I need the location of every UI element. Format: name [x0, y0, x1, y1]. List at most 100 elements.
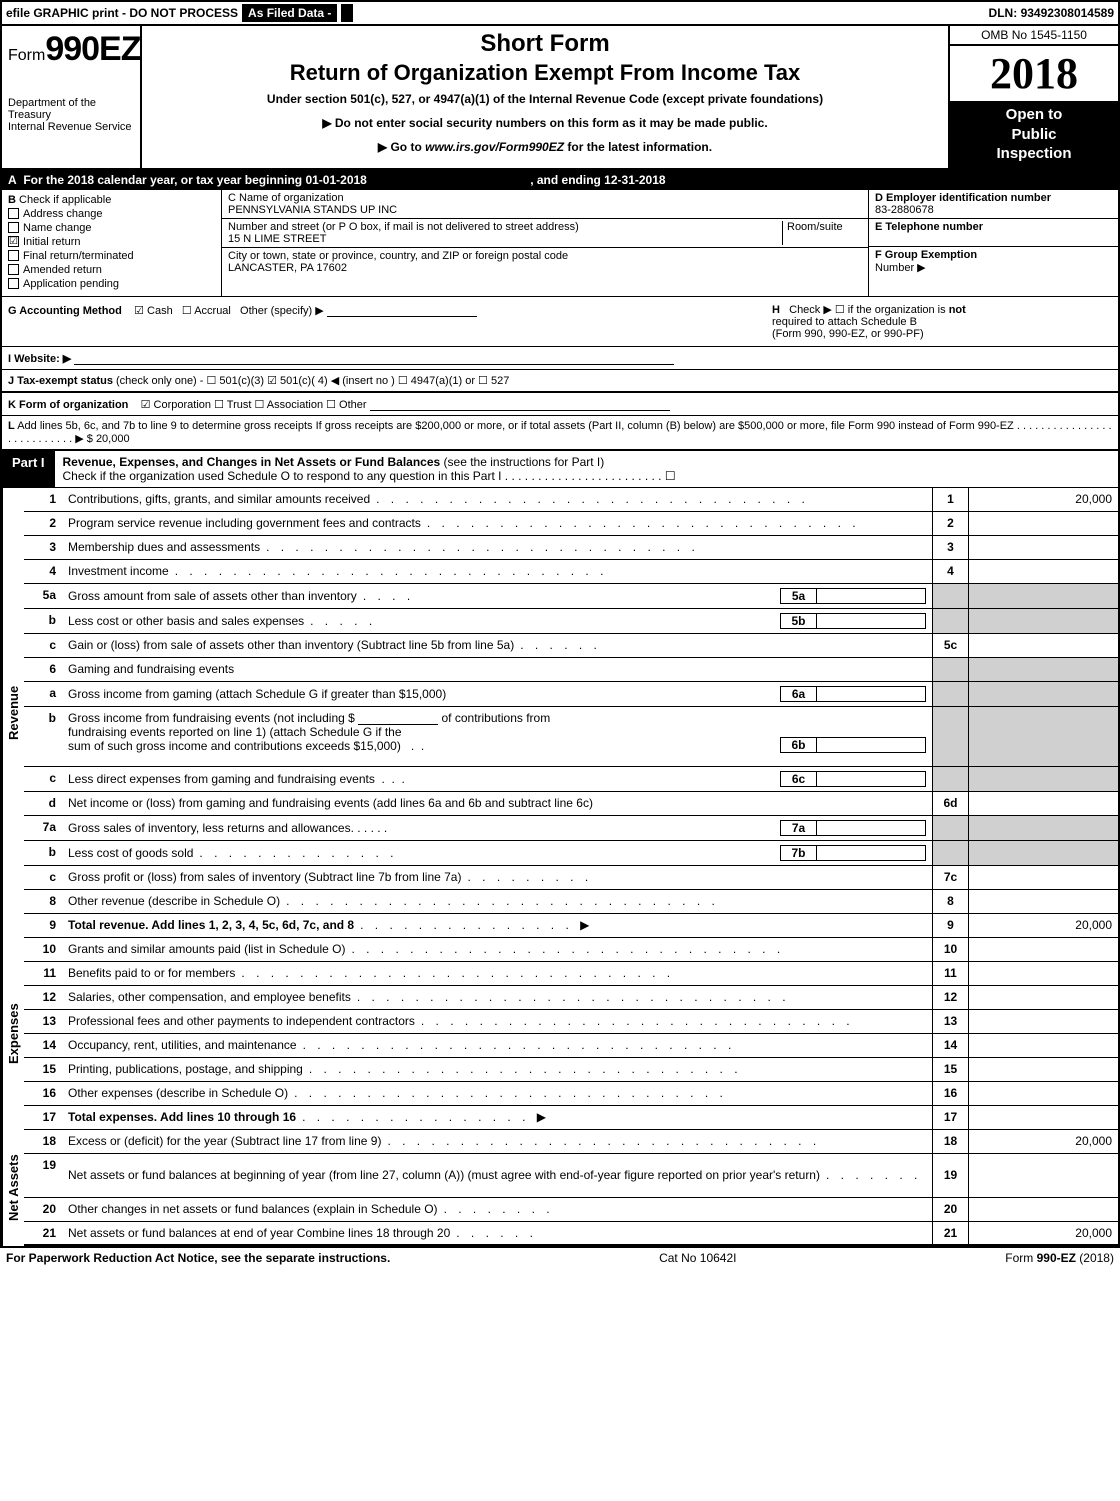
chk-label: Amended return — [23, 264, 102, 276]
dots: . . . . . . . . . . . . . . . . . . . . … — [415, 1014, 926, 1028]
ln-desc: Printing, publications, postage, and shi… — [62, 1058, 932, 1081]
line-4: 4 Investment income. . . . . . . . . . .… — [24, 560, 1118, 584]
row-a-ending: , and ending 12-31-2018 — [530, 173, 665, 187]
ln-num: b — [24, 841, 62, 865]
ln-box-num: 11 — [932, 962, 968, 985]
k-label: K Form of organization — [8, 399, 128, 411]
ln-box-val — [968, 1106, 1118, 1129]
ln-box-grey — [968, 658, 1118, 681]
open-line2: Public — [954, 125, 1114, 145]
ln-desc: Gross profit or (loss) from sales of inv… — [62, 866, 932, 889]
ln-box-val — [968, 1058, 1118, 1081]
f-label-text: F Group Exemption — [875, 249, 977, 261]
chk-final-return[interactable]: Final return/terminated — [8, 250, 215, 262]
ln-desc: Professional fees and other payments to … — [62, 1010, 932, 1033]
desc-text: Other revenue (describe in Schedule O) — [68, 894, 280, 908]
c-name-label: C Name of organization — [228, 192, 862, 204]
ln-box-num: 21 — [932, 1222, 968, 1244]
inner-box-6a: 6a — [780, 686, 926, 702]
dots: . . . . . . . . . . . . . . . . . . . . … — [260, 540, 926, 554]
h-not: not — [949, 304, 966, 316]
ln-box-val — [968, 560, 1118, 583]
k-other-underline[interactable] — [370, 397, 670, 411]
ln-desc: Gross income from fundraising events (no… — [62, 707, 932, 766]
ln-desc: Program service revenue including govern… — [62, 512, 932, 535]
6b-of-contrib: of contributions from — [442, 711, 551, 725]
c-city-label: City or town, state or province, country… — [228, 250, 862, 262]
footer-right: Form 990-EZ (2018) — [1005, 1251, 1114, 1265]
c-city-row: City or town, state or province, country… — [222, 248, 868, 276]
ln-num: 8 — [24, 890, 62, 913]
6b-underline[interactable] — [358, 711, 438, 725]
chk-amended-return[interactable]: Amended return — [8, 264, 215, 276]
part1-tab: Part I — [2, 451, 55, 487]
row-a-text: For the 2018 calendar year, or tax year … — [23, 173, 367, 187]
chk-accrual[interactable]: ☐ Accrual — [182, 305, 231, 317]
desc-text: Investment income — [68, 564, 169, 578]
c-street-label: Number and street (or P O box, if mail i… — [228, 221, 782, 233]
efile-segment: efile GRAPHIC print - DO NOT PROCESS As … — [6, 4, 353, 22]
c-street: Number and street (or P O box, if mail i… — [228, 221, 782, 245]
tax-year: 2018 — [948, 46, 1118, 101]
desc-text: Gain or (loss) from sale of assets other… — [68, 638, 514, 652]
checkbox-icon — [8, 264, 19, 275]
row-gh: G Accounting Method ☑ Cash ☐ Accrual Oth… — [2, 297, 1118, 347]
chk-name-change[interactable]: Name change — [8, 222, 215, 234]
ln-box-grey — [968, 682, 1118, 706]
desc-text: Printing, publications, postage, and shi… — [68, 1062, 303, 1076]
form-990ez: efile GRAPHIC print - DO NOT PROCESS As … — [0, 0, 1120, 1248]
chk-initial-return[interactable]: ☑Initial return — [8, 236, 215, 248]
inner-box-5a: 5a — [780, 588, 926, 604]
ln-num: 14 — [24, 1034, 62, 1057]
ln-num: b — [24, 609, 62, 633]
ln-box-grey — [932, 841, 968, 865]
line-6b: b Gross income from fundraising events (… — [24, 707, 1118, 767]
ln-num: 20 — [24, 1198, 62, 1221]
dots: . . . — [375, 772, 415, 786]
ln-desc: Total expenses. Add lines 10 through 16 … — [62, 1106, 932, 1129]
line-5c: c Gain or (loss) from sale of assets oth… — [24, 634, 1118, 658]
inner-val — [816, 613, 926, 629]
title-short-form: Short Form — [150, 30, 940, 58]
ln-desc: Net income or (loss) from gaming and fun… — [62, 792, 932, 815]
ln-box-num: 9 — [932, 914, 968, 937]
ln-desc: Less direct expenses from gaming and fun… — [62, 767, 932, 791]
title-under-section: Under section 501(c), 527, or 4947(a)(1)… — [150, 92, 940, 106]
chk-cash[interactable]: ☑ Cash — [134, 305, 173, 317]
other-underline[interactable] — [327, 303, 477, 317]
ln-box-val — [968, 536, 1118, 559]
desc-text: Membership dues and assessments — [68, 540, 260, 554]
ln-box-val: 20,000 — [968, 488, 1118, 511]
f-group-exemption: F Group Exemption Number ▶ — [869, 247, 1118, 276]
other-specify: Other (specify) ▶ — [240, 305, 477, 317]
inner-box-5b: 5b — [780, 613, 926, 629]
ln-box-val — [968, 634, 1118, 657]
d-ein-label: D Employer identification number — [875, 192, 1112, 204]
dots: . . . . . . . . . . . . . . . . . . . . … — [169, 564, 926, 578]
part1-dots: . . . . . . . . . . . . . . . . . . . . … — [505, 469, 665, 483]
part1-title: Revenue, Expenses, and Changes in Net As… — [55, 451, 1118, 487]
title-return: Return of Organization Exempt From Incom… — [150, 60, 940, 86]
ln-box-grey — [932, 707, 968, 766]
chk-application-pending[interactable]: Application pending — [8, 278, 215, 290]
ln-box-val — [968, 866, 1118, 889]
dots: . . . . . — [357, 589, 417, 603]
d-ein-value: 83-2880678 — [875, 204, 1112, 216]
chk-address-change[interactable]: Address change — [8, 208, 215, 220]
line-2: 2 Program service revenue including gove… — [24, 512, 1118, 536]
inner-num: 7a — [780, 820, 816, 836]
row-a-calendar-year: A For the 2018 calendar year, or tax yea… — [2, 170, 1118, 190]
inner-num: 6b — [780, 737, 816, 753]
desc-text: Program service revenue including govern… — [68, 516, 421, 530]
top-bar: efile GRAPHIC print - DO NOT PROCESS As … — [2, 2, 1118, 26]
ln-box-grey — [968, 767, 1118, 791]
dots: . . . . . . — [450, 1226, 926, 1240]
website-underline[interactable] — [74, 351, 674, 365]
header-row: Form990EZ Department of the Treasury Int… — [2, 26, 1118, 170]
line-13: 13 Professional fees and other payments … — [24, 1010, 1118, 1034]
dots: . . . . . . . . . . . — [820, 1168, 926, 1182]
ln-box-num: 10 — [932, 938, 968, 961]
desc-text: Net assets or fund balances at beginning… — [68, 1168, 820, 1182]
checkbox-icon — [8, 222, 19, 233]
right-header: OMB No 1545-1150 2018 Open to Public Ins… — [948, 26, 1118, 168]
